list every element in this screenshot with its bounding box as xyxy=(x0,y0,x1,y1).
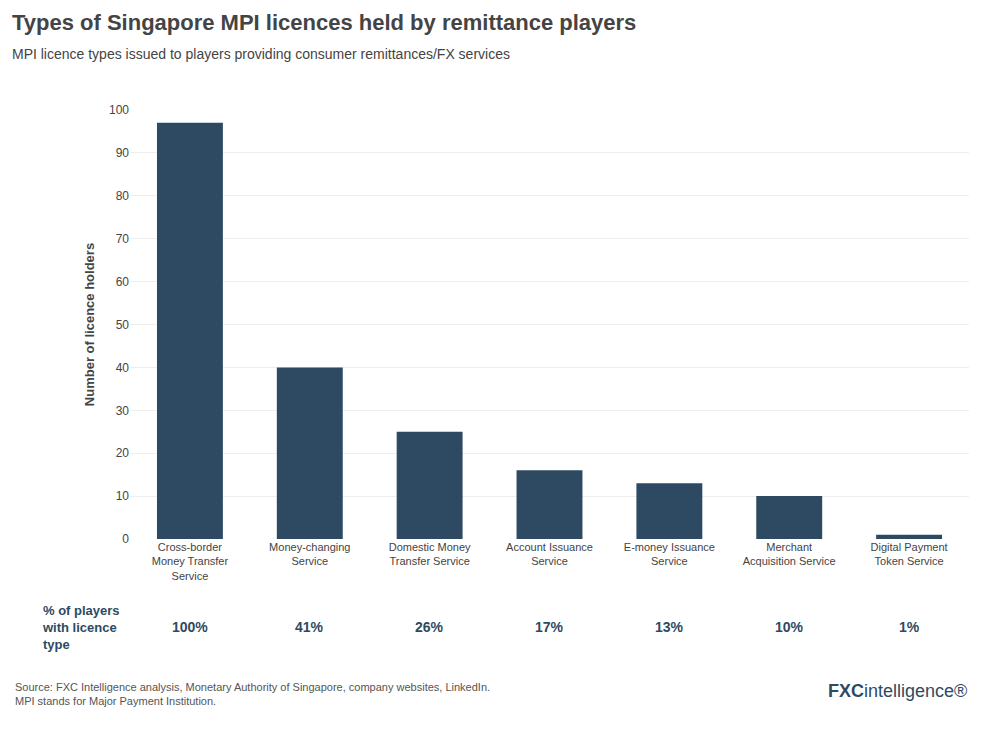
svg-text:Domestic MoneyTransfer Service: Domestic MoneyTransfer Service xyxy=(389,541,471,567)
svg-text:Number of licence holders: Number of licence holders xyxy=(82,243,97,406)
svg-text:10%: 10% xyxy=(775,619,804,635)
svg-text:100%: 100% xyxy=(172,619,208,635)
svg-text:% of playerswith licencetype: % of playerswith licencetype xyxy=(42,603,120,652)
svg-text:26%: 26% xyxy=(415,619,444,635)
svg-text:50: 50 xyxy=(116,318,130,332)
svg-text:Types of Singapore MPI licence: Types of Singapore MPI licences held by … xyxy=(12,10,636,62)
svg-text:MerchantAcquisition Service: MerchantAcquisition Service xyxy=(743,541,836,567)
svg-text:0: 0 xyxy=(122,532,129,546)
svg-text:40: 40 xyxy=(116,361,130,375)
svg-text:60: 60 xyxy=(116,275,130,289)
svg-text:E-money IssuanceService: E-money IssuanceService xyxy=(624,541,715,567)
svg-text:13%: 13% xyxy=(655,619,684,635)
svg-text:Digital PaymentToken Service: Digital PaymentToken Service xyxy=(871,541,948,567)
svg-text:17%: 17% xyxy=(535,619,564,635)
svg-text:FXCintelligence®: FXCintelligence® xyxy=(828,681,967,701)
svg-text:Source: FXC Intelligence analy: Source: FXC Intelligence analysis, Monet… xyxy=(15,681,490,707)
svg-text:41%: 41% xyxy=(295,619,324,635)
svg-text:20: 20 xyxy=(116,446,130,460)
svg-text:10: 10 xyxy=(116,489,130,503)
svg-text:Cross-borderMoney TransferServ: Cross-borderMoney TransferService xyxy=(152,541,229,582)
svg-text:1%: 1% xyxy=(899,619,920,635)
svg-text:100: 100 xyxy=(109,103,129,117)
svg-text:90: 90 xyxy=(116,146,130,160)
svg-text:80: 80 xyxy=(116,189,130,203)
svg-text:70: 70 xyxy=(116,232,130,246)
svg-text:Money-changingService: Money-changingService xyxy=(269,541,350,567)
svg-text:30: 30 xyxy=(116,404,130,418)
svg-text:Account IssuanceService: Account IssuanceService xyxy=(506,541,593,567)
